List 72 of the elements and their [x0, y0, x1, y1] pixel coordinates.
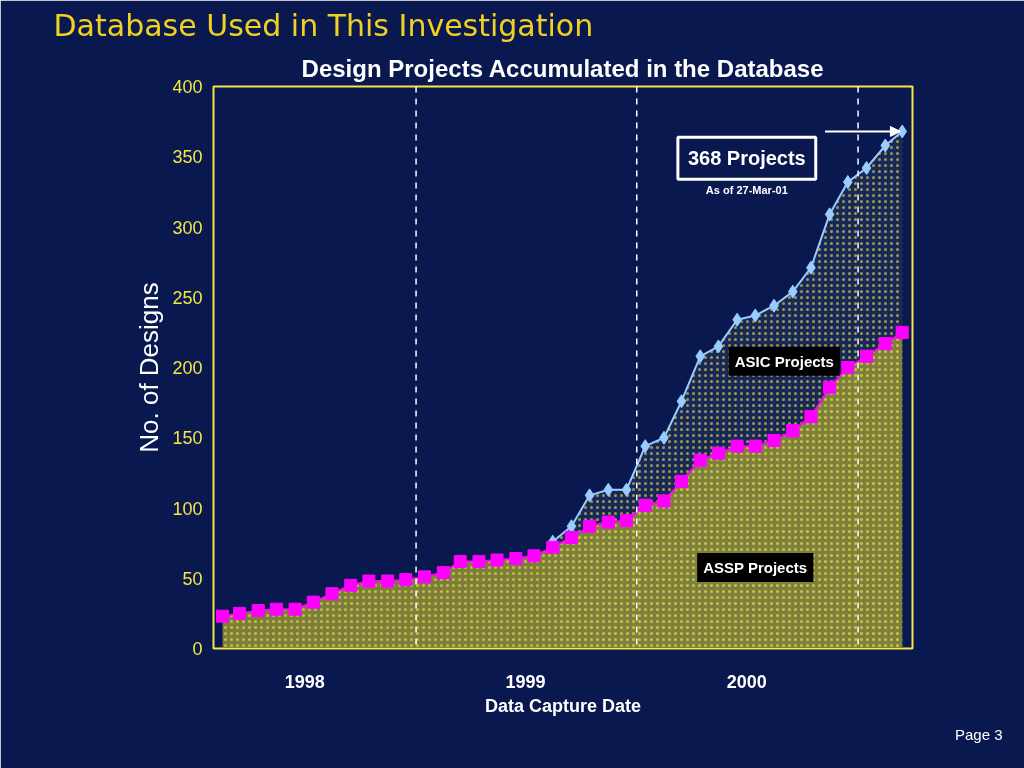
point [657, 494, 671, 508]
point [675, 474, 689, 488]
point [693, 453, 707, 467]
x-tick-label: 2000 [726, 671, 767, 692]
point [472, 554, 486, 568]
point [490, 553, 504, 567]
point [638, 498, 652, 512]
y-tick-label: 350 [172, 147, 203, 168]
point [216, 609, 230, 623]
y-tick-label: 200 [172, 358, 203, 378]
y-tick-label: 300 [172, 217, 203, 238]
point [823, 380, 837, 394]
point [619, 514, 633, 528]
point [381, 574, 395, 588]
point [362, 574, 376, 588]
point [527, 549, 541, 563]
point [453, 554, 467, 568]
y-axis-title: No. of Designs [134, 282, 165, 453]
point [601, 515, 615, 529]
y-tick-label: 100 [172, 498, 203, 519]
point [640, 439, 651, 454]
point [564, 531, 578, 545]
point [344, 578, 358, 592]
point [621, 482, 632, 497]
point [767, 434, 781, 448]
point [583, 519, 597, 533]
point [436, 566, 450, 580]
point [399, 573, 413, 587]
point [804, 410, 818, 424]
point [509, 552, 523, 566]
point [786, 424, 800, 438]
point [584, 488, 595, 503]
point [288, 602, 302, 616]
point [418, 570, 432, 584]
x-axis-title: Data Capture Date [484, 695, 642, 716]
point [878, 337, 892, 351]
point [251, 604, 265, 618]
x-tick-label: 1998 [284, 671, 325, 692]
series-label: ASIC Projects [734, 352, 834, 370]
x-tick-label: 1999 [505, 671, 546, 692]
point [306, 595, 320, 609]
point [842, 175, 853, 190]
chart-subtitle: Database Used in This Investigation [53, 7, 594, 43]
point [730, 439, 744, 453]
point [233, 606, 246, 620]
point [860, 349, 874, 363]
point [880, 138, 891, 153]
point [713, 339, 724, 354]
point [695, 349, 706, 364]
point [325, 587, 339, 601]
point [603, 482, 614, 497]
point [841, 361, 855, 374]
point [750, 308, 761, 323]
y-tick-label: 250 [172, 287, 203, 308]
point [895, 325, 909, 339]
point [269, 602, 283, 616]
point [861, 160, 872, 175]
point [787, 284, 798, 299]
y-tick-label: 150 [172, 428, 203, 449]
point [711, 446, 725, 460]
y-tick-label: 400 [172, 77, 203, 97]
annotation: As of 27-Mar-01 [705, 184, 788, 197]
y-tick-label: 0 [192, 639, 203, 659]
point [748, 439, 762, 453]
point [676, 394, 687, 409]
point [546, 540, 560, 554]
chart-title: Design Projects Accumulated in the Database [301, 54, 824, 82]
text: Page 3 [954, 725, 1003, 743]
series-label: ASSP Projects [703, 559, 808, 577]
y-tick-label: 50 [182, 568, 203, 589]
point [824, 207, 835, 222]
annotation: 368 Projects [687, 147, 806, 170]
